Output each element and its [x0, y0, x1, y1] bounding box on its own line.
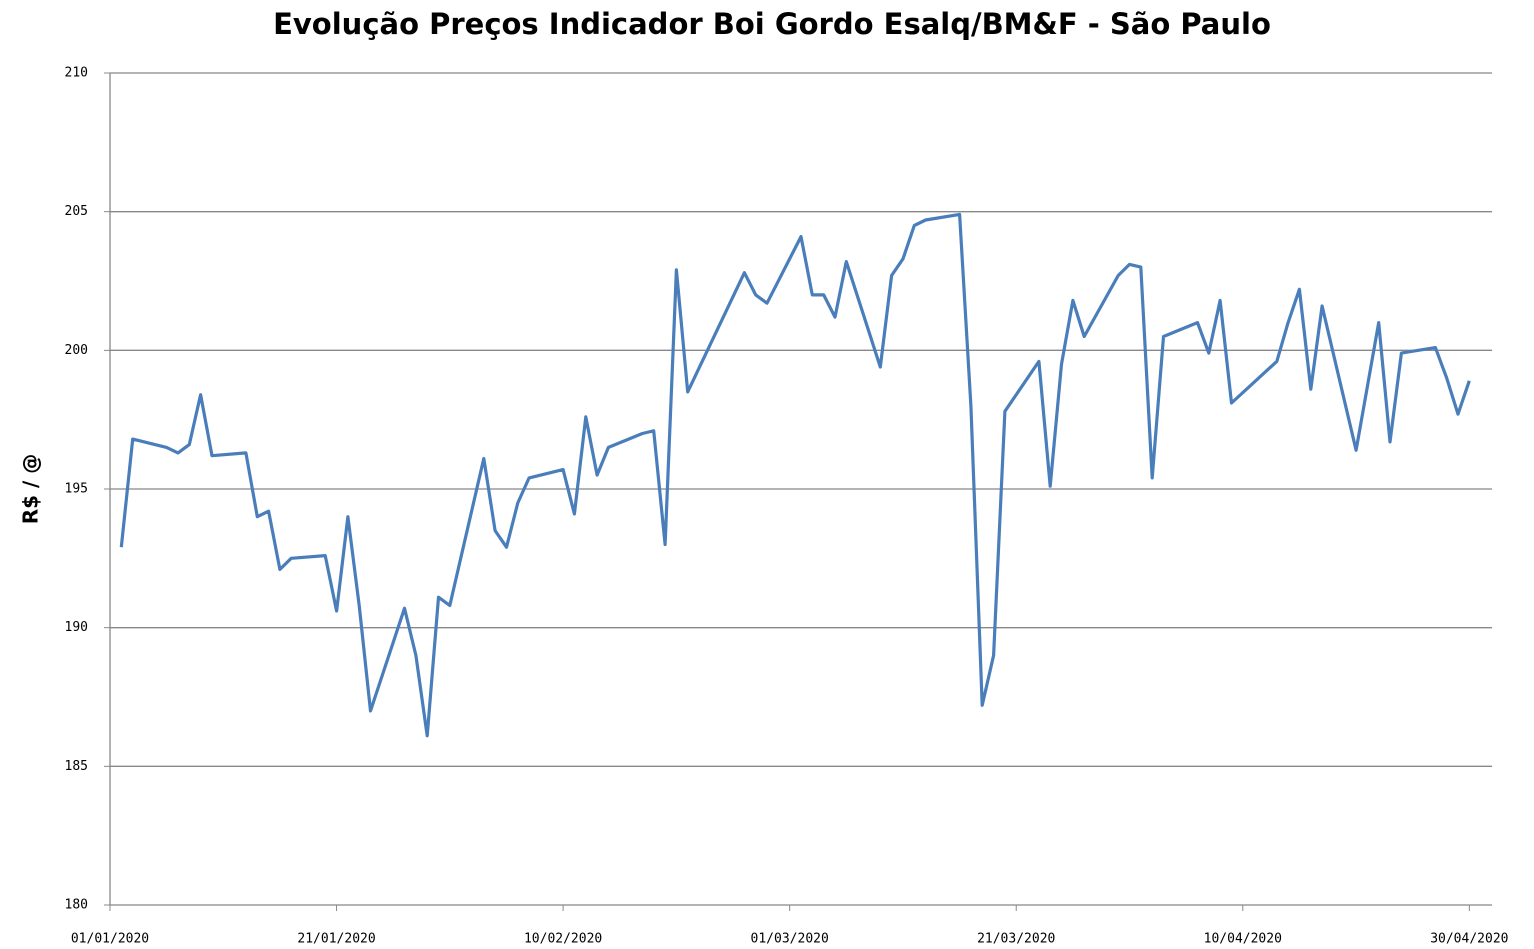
y-tick-label: 205 — [65, 204, 88, 219]
y-tick-label: 190 — [65, 620, 88, 635]
y-tick-label: 185 — [65, 759, 88, 774]
y-tick-label: 200 — [65, 343, 88, 358]
x-tick-label: 01/01/2020 — [71, 932, 149, 947]
chart-title: Evolução Preços Indicador Boi Gordo Esal… — [273, 7, 1271, 41]
x-tick-label: 21/01/2020 — [297, 932, 375, 947]
x-tick-label: 01/03/2020 — [751, 932, 829, 947]
y-tick-label: 180 — [65, 898, 88, 913]
x-tick-label: 30/04/2020 — [1430, 932, 1508, 947]
y-axis-label: R$ / @ — [19, 454, 43, 525]
price-line — [119, 212, 1471, 738]
x-tick-label: 21/03/2020 — [977, 932, 1055, 947]
x-tick-label: 10/02/2020 — [524, 932, 602, 947]
y-tick-label: 195 — [65, 482, 88, 497]
x-tick-label: 10/04/2020 — [1204, 932, 1282, 947]
y-tick-label: 210 — [65, 66, 88, 81]
